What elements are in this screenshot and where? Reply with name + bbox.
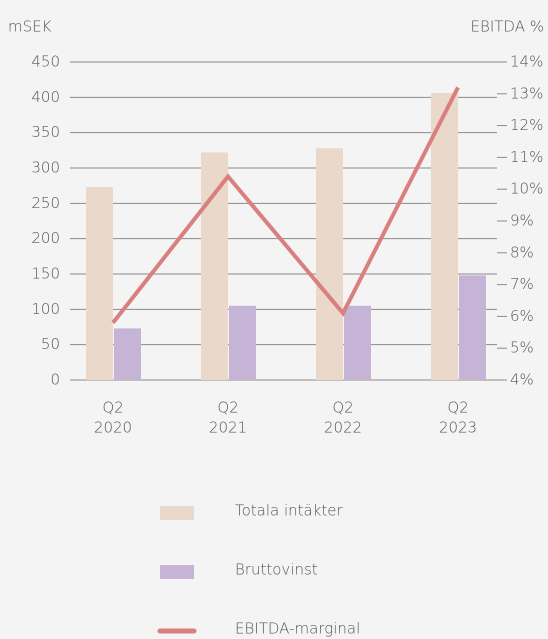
line (111, 86, 460, 324)
y2-tick-label: 11% (510, 148, 543, 166)
y-tick-label: 100 (31, 300, 60, 318)
legend-label: EBITDA-marginal (235, 620, 360, 638)
y2-tick-label: 8% (510, 243, 534, 261)
x-tick-label: 2022 (324, 419, 362, 437)
bar (431, 93, 458, 381)
bar (229, 305, 256, 380)
y-tick-label: 50 (41, 335, 60, 353)
x-tick-label: Q2 (217, 399, 238, 417)
legend-label: Bruttovinst (235, 561, 318, 579)
legend-swatch (160, 565, 194, 579)
y2-tick-label: 9% (510, 212, 534, 230)
y-axis-title: mSEK (8, 18, 52, 36)
y2-tick-label: 7% (510, 275, 534, 293)
y-tick-label: 250 (31, 194, 60, 212)
bar (459, 275, 486, 380)
bar (114, 328, 141, 380)
y-tick-label: 450 (31, 53, 60, 71)
bar (86, 187, 113, 380)
x-tick-label: 2020 (94, 419, 132, 437)
x-tick-label: Q2 (447, 399, 468, 417)
y-tick-label: 300 (31, 159, 60, 177)
legend-label: Totala intäkter (235, 502, 344, 520)
legend-swatch (160, 506, 194, 520)
bar (316, 148, 343, 380)
y2-tick-label: 6% (510, 307, 534, 325)
y2-axis-title: EBITDA % (471, 18, 544, 36)
y-tick-label: 0 (50, 371, 60, 389)
x-tick-label: 2023 (439, 419, 477, 437)
y2-tick-label: 12% (510, 116, 543, 134)
y2-tick-label: 4% (510, 371, 534, 389)
x-tick-label: Q2 (102, 399, 123, 417)
x-tick-label: 2021 (209, 419, 247, 437)
y2-tick-label: 5% (510, 339, 534, 357)
bar (344, 305, 371, 380)
y2-tick-label: 14% (510, 53, 543, 71)
y-tick-label: 350 (31, 123, 60, 141)
y2-tick-label: 13% (510, 84, 543, 102)
y-tick-label: 400 (31, 88, 60, 106)
x-tick-label: Q2 (332, 399, 353, 417)
y2-tick-label: 10% (510, 180, 543, 198)
y-tick-label: 200 (31, 229, 60, 247)
y-tick-label: 150 (31, 265, 60, 283)
bar (201, 152, 228, 380)
